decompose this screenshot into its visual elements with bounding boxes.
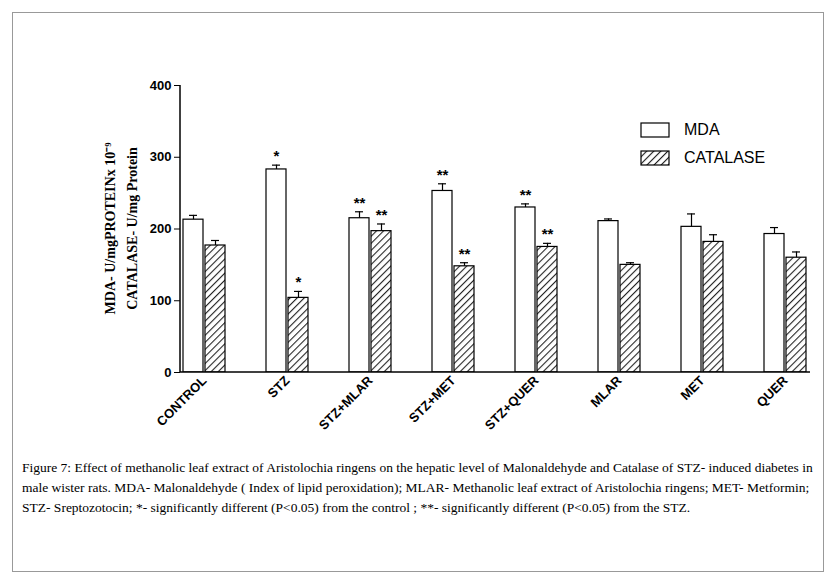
svg-text:STZ+MLAR: STZ+MLAR	[316, 373, 376, 433]
svg-text:STZ+QUER: STZ+QUER	[482, 373, 542, 433]
svg-text:CATALASE- U/mg Protein: CATALASE- U/mg Protein	[125, 147, 140, 310]
svg-text:0: 0	[164, 365, 171, 380]
html-text:MDA: MDA	[684, 121, 720, 138]
svg-text:MET: MET	[678, 373, 708, 403]
svg-text:**: **	[459, 245, 471, 262]
svg-text:200: 200	[150, 221, 172, 236]
svg-text:QUER: QUER	[753, 373, 791, 411]
svg-text:MLAR: MLAR	[587, 373, 625, 411]
svg-text:**: **	[437, 166, 449, 183]
svg-text:**: **	[520, 186, 532, 203]
svg-text:300: 300	[150, 149, 172, 164]
svg-text:400: 400	[150, 78, 172, 93]
svg-text:**: **	[354, 194, 366, 211]
svg-text:STZ+MET: STZ+MET	[406, 373, 459, 426]
svg-text:CONTROL: CONTROL	[154, 373, 210, 429]
svg-text:*: *	[274, 147, 280, 164]
svg-text:100: 100	[150, 293, 172, 308]
svg-text:*: *	[296, 273, 302, 290]
html-text:Figure 7: Effect of methanolic: Figure 7: Effect of methanolic leaf extr…	[22, 460, 813, 515]
svg-text:MDA- U/mgPROTEINx 10⁻⁹: MDA- U/mgPROTEINx 10⁻⁹	[103, 143, 118, 315]
svg-text:**: **	[542, 225, 554, 242]
html-text:CATALASE: CATALASE	[684, 149, 766, 166]
svg-text:STZ: STZ	[265, 373, 293, 401]
svg-text:**: **	[376, 206, 388, 223]
